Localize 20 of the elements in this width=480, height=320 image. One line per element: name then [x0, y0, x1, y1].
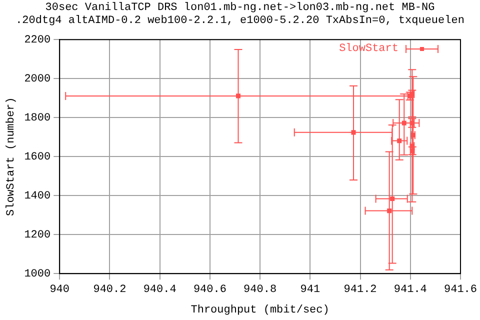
x-tick-label: 940.4 — [143, 284, 177, 296]
x-tick-label: 941.6 — [444, 284, 478, 296]
x-tick-label: 940.6 — [193, 284, 226, 296]
y-axis-title: SlowStart (number) — [6, 97, 18, 216]
chart-title: 30sec VanillaTCP DRS lon01.mb-ng.net->lon03.mb-ng.net MB-NG .20dtg4 altAIMD-0.2 web100-2.2.1, e1000-5.2.20 TxAbsIn=0, txqueuelen — [14, 1, 466, 29]
x-tick-label: 941.2 — [344, 284, 377, 296]
y-tick-label: 2200 — [24, 34, 51, 47]
x-tick-label: 940.2 — [93, 284, 126, 296]
y-tick-label: 1200 — [24, 230, 51, 242]
y-tick-label: 1600 — [24, 152, 51, 164]
legend-label: SlowStart — [339, 42, 398, 55]
x-tick-label: 941.4 — [394, 284, 428, 296]
x-axis-title: Throughput (mbit/sec) — [190, 304, 330, 316]
x-tick-label: 940.8 — [244, 284, 277, 296]
y-tick-label: 2000 — [24, 74, 51, 86]
y-tick-label: 1800 — [24, 112, 51, 125]
y-tick-label: 1400 — [24, 190, 51, 203]
x-tick-label: 940 — [50, 284, 70, 296]
x-tick-label: 941 — [300, 284, 320, 296]
y-tick-label: 1000 — [24, 268, 51, 281]
